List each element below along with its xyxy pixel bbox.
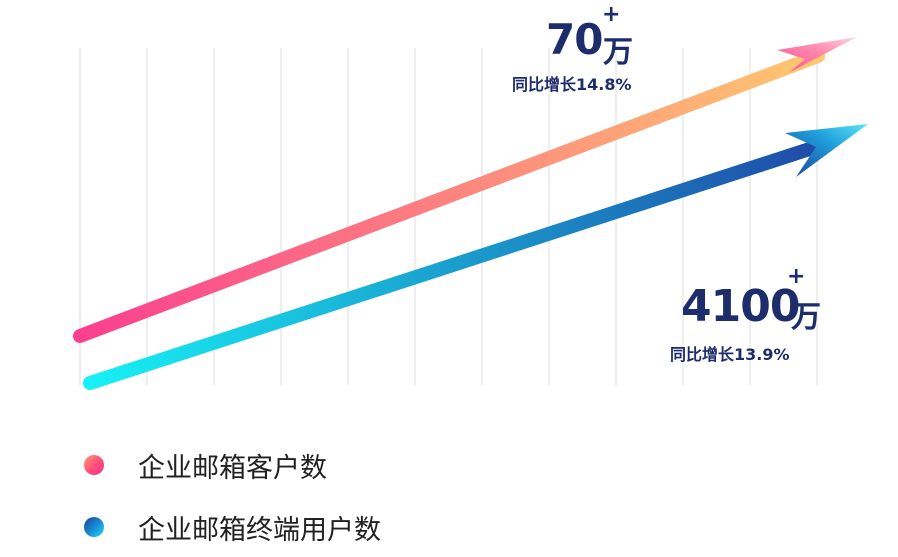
legend-dot-blue-icon	[84, 517, 104, 537]
legend-item-customers: 企业邮箱客户数	[84, 445, 327, 485]
legend-dot-pink-icon	[84, 455, 104, 475]
series-2-unit: 万	[791, 300, 821, 335]
legend-label: 企业邮箱终端用户数	[138, 514, 381, 546]
series-2-arrowhead-icon	[785, 124, 868, 177]
series-line-2	[83, 136, 835, 390]
series-1-value: 70	[546, 15, 603, 64]
legend-item-end-users: 企业邮箱终端用户数	[84, 507, 381, 547]
series-2-plus: +	[787, 264, 806, 289]
legend-label: 企业邮箱客户数	[138, 452, 327, 484]
series-1-growth: 同比增长14.8%	[512, 75, 632, 94]
series-2-growth: 同比增长13.9%	[670, 345, 790, 364]
series-1-arrowhead-icon	[777, 37, 857, 72]
series-1-unit: 万	[603, 35, 633, 70]
series-2-value: 4100	[681, 281, 800, 332]
series-line-1	[73, 49, 825, 343]
series-1-plus: +	[602, 2, 621, 27]
